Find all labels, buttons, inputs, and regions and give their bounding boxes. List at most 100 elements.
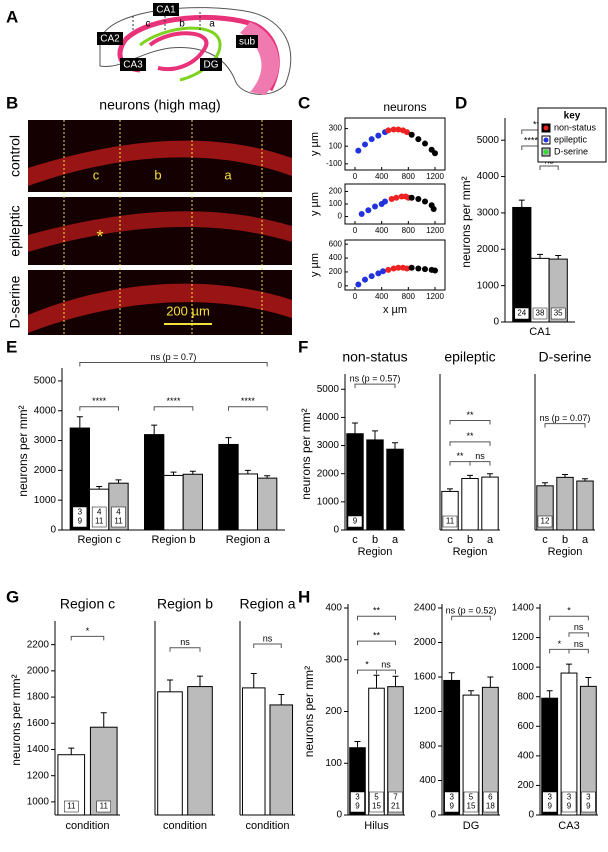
n-label: 4 — [97, 508, 102, 517]
n-label: 7 — [393, 793, 398, 802]
significance-label: **** — [524, 135, 539, 145]
bar — [256, 477, 278, 531]
significance-label: ns (p = 0.57) — [350, 373, 401, 383]
n-label: 3 — [567, 793, 572, 802]
y-tick-label: 1600 — [27, 718, 50, 729]
y-tick-label: 400 — [517, 750, 534, 761]
error-bar — [562, 474, 568, 478]
significance-label: ns — [180, 637, 190, 647]
fissure — [139, 26, 222, 82]
error-bar — [392, 675, 399, 687]
legend-label: epileptic — [554, 134, 588, 144]
n-label: 3 — [78, 508, 83, 517]
bar — [461, 477, 479, 531]
diagram-label: a — [209, 19, 215, 30]
n-label: 35 — [554, 309, 563, 318]
y-tick-label: 5000 — [317, 384, 340, 395]
panel-letters: A B C D E F G H — [6, 7, 467, 606]
error-bar — [197, 675, 203, 687]
point — [385, 266, 392, 273]
chart-title: non-status — [342, 349, 407, 365]
n-label: 11 — [100, 802, 109, 811]
significance-label: **** — [166, 396, 181, 406]
y-tick-label: 3000 — [317, 440, 340, 451]
point — [432, 267, 438, 274]
error-bar — [468, 690, 474, 696]
y-tick-label: 1400 — [512, 603, 535, 614]
significance-label: * — [558, 639, 562, 649]
x-axis-label: CA3 — [558, 820, 579, 832]
y-tick-label: 3000 — [477, 208, 500, 219]
x-tick-label: c — [352, 534, 358, 546]
y-tick-label: 0 — [338, 281, 343, 290]
significance-label: ** — [456, 451, 464, 461]
y-tick-label: 1200 — [27, 770, 50, 781]
n-label-box — [369, 791, 384, 813]
bar — [182, 473, 203, 531]
significance-bracket — [376, 669, 396, 675]
significance-bracket — [449, 420, 491, 425]
cell-layer — [28, 211, 292, 252]
row-label: D-serine — [7, 275, 23, 328]
point — [408, 194, 415, 201]
outline — [99, 7, 292, 95]
significance-bracket — [469, 461, 491, 466]
significance-bracket — [79, 362, 268, 367]
n-label: 5 — [374, 793, 379, 802]
significance-label: **** — [92, 396, 107, 406]
point — [422, 140, 428, 147]
error-bar — [467, 474, 473, 479]
significance-bracket — [549, 615, 589, 621]
y-tick-label: 2400 — [414, 603, 437, 614]
x-tick-label: 800 — [402, 292, 416, 301]
bar — [237, 473, 258, 531]
n-label-box — [542, 791, 557, 813]
label-box — [120, 58, 146, 71]
cell-layer — [28, 140, 292, 186]
x-tick-label: c — [542, 534, 548, 546]
point — [408, 131, 415, 138]
significance-bracket — [153, 406, 194, 411]
bar — [187, 686, 213, 816]
y-tick-label: 200 — [329, 187, 343, 196]
x-tick-label: Region c — [77, 534, 121, 546]
point — [362, 276, 368, 283]
x-tick-label: Region b — [151, 534, 195, 546]
bar — [512, 206, 532, 323]
row-label: epileptic — [7, 205, 23, 256]
x-tick-label: 400 — [375, 292, 389, 301]
x-tick-label: 0 — [353, 226, 358, 235]
row-label: control — [7, 135, 23, 177]
x-axis-label: Region — [548, 546, 583, 558]
x-tick-label: 1200 — [426, 292, 444, 301]
n-label: 3 — [449, 793, 454, 802]
point — [415, 265, 422, 272]
significance-bracket — [70, 635, 105, 641]
point — [375, 270, 382, 277]
significance-bracket — [544, 423, 586, 428]
n-label: 4 — [116, 508, 121, 517]
panel-letter: D — [455, 93, 467, 112]
panel-letter: B — [6, 93, 18, 112]
significance-bracket — [539, 165, 559, 170]
error-bar — [68, 747, 75, 755]
significance-label: ** — [373, 630, 381, 640]
n-label-box — [581, 791, 596, 813]
n-label-box — [111, 506, 126, 528]
error-bar — [582, 478, 588, 482]
y-tick-label: 2000 — [317, 468, 340, 479]
x-axis-label: condition — [245, 820, 289, 832]
bar — [366, 439, 384, 531]
n-label: 9 — [78, 517, 83, 526]
significance-bracket — [449, 441, 491, 446]
error-bar — [244, 469, 251, 474]
x-axis-label: x µm — [383, 304, 407, 316]
point — [382, 198, 388, 205]
x-axis-label: DG — [463, 820, 480, 832]
error-bar — [96, 485, 103, 490]
n-label: 11 — [95, 517, 104, 526]
significance-label: ns — [574, 639, 584, 649]
significance-bracket — [549, 648, 570, 654]
x-tick-label: a — [582, 534, 589, 546]
n-label: 11 — [446, 517, 455, 526]
